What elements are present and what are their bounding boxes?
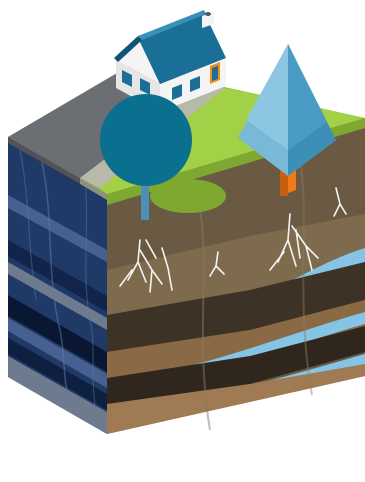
roots	[119, 187, 347, 293]
house	[114, 10, 226, 112]
window	[122, 70, 132, 87]
tree-canopy	[100, 94, 192, 186]
chimney	[202, 12, 214, 28]
deciduous-tree	[100, 94, 192, 220]
window	[172, 84, 182, 100]
tree-trunk	[141, 160, 149, 220]
window	[140, 78, 150, 95]
window	[190, 76, 200, 92]
tree-shadow	[150, 179, 226, 213]
conifer-tree	[238, 44, 336, 196]
